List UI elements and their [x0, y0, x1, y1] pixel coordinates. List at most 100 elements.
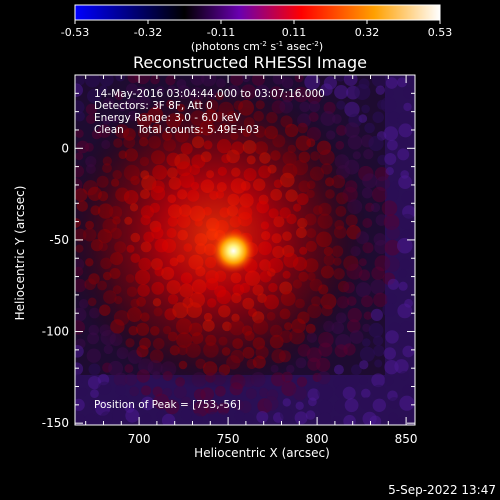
texture-blob	[397, 112, 412, 127]
texture-blob	[180, 408, 193, 421]
texture-blob	[382, 303, 397, 317]
texture-blob	[345, 374, 360, 389]
texture-blob	[75, 83, 83, 97]
texture-blob	[359, 360, 369, 370]
texture-blob	[373, 292, 388, 308]
texture-blob	[402, 345, 415, 358]
texture-blob	[75, 362, 84, 376]
texture-blob	[359, 376, 368, 385]
texture-blob	[88, 363, 101, 376]
texture-blob	[215, 412, 231, 425]
texture-blob	[281, 381, 297, 397]
texture-blob	[347, 307, 362, 323]
texture-blob	[374, 359, 383, 368]
texture-blob	[75, 129, 84, 138]
texture-blob	[368, 322, 384, 338]
texture-blob	[307, 89, 322, 105]
texture-blob	[352, 151, 361, 160]
texture-blob	[399, 321, 414, 335]
texture-blob	[86, 348, 102, 363]
x-tick-label: 800	[306, 432, 329, 446]
texture-blob	[75, 100, 85, 115]
texture-blob	[396, 77, 408, 88]
texture-blob	[129, 386, 140, 397]
texture-blob	[369, 415, 382, 425]
texture-blob	[380, 96, 397, 113]
x-axis-ticks: 700 750 800 850	[85, 75, 418, 446]
texture-blob	[354, 84, 371, 100]
texture-blob	[372, 335, 384, 346]
texture-blob	[263, 396, 279, 411]
texture-blob	[385, 293, 397, 305]
texture-blob	[282, 398, 291, 407]
chart-title: Reconstructed RHESSI Image	[133, 53, 367, 72]
texture-blob	[164, 399, 180, 415]
texture-blob	[320, 83, 333, 96]
y-tick-label: 0	[61, 141, 69, 155]
texture-blob	[75, 345, 84, 358]
texture-blob	[394, 359, 409, 374]
texture-blob	[100, 411, 113, 425]
texture-blob	[403, 87, 415, 99]
texture-blob	[335, 75, 346, 82]
colorbar: -0.53 -0.32 -0.11 0.11 0.32 0.53 (photons cm-…	[61, 4, 452, 53]
texture-blob	[251, 75, 265, 86]
texture-blob	[343, 75, 358, 86]
texture-blob	[90, 389, 99, 398]
texture-blob	[165, 75, 176, 86]
texture-blob	[372, 398, 386, 412]
annotation-clean: Clean Total counts: 5.49E+03	[94, 124, 259, 136]
texture-blob	[320, 111, 336, 126]
texture-blob	[191, 413, 203, 425]
texture-blob	[336, 124, 347, 136]
texture-blob	[387, 278, 399, 290]
texture-blob	[245, 388, 257, 400]
texture-blob	[398, 269, 408, 278]
texture-blob	[371, 266, 385, 281]
texture-blob	[402, 384, 413, 396]
texture-blob	[180, 396, 192, 408]
texture-blob	[305, 410, 316, 420]
texture-blob	[294, 411, 308, 425]
x-tick-label: 850	[395, 432, 418, 446]
texture-blob	[397, 237, 413, 254]
texture-blob	[344, 398, 359, 413]
texture-blob	[85, 103, 97, 115]
annotation-energy: Energy Range: 3.0 - 6.0 keV	[94, 112, 242, 124]
texture-blob	[362, 173, 378, 189]
texture-blob	[193, 400, 209, 417]
texture-blob	[368, 135, 384, 152]
texture-blob	[383, 347, 396, 360]
texture-blob	[87, 88, 102, 104]
texture-blob	[399, 213, 415, 230]
texture-blob	[399, 370, 409, 381]
texture-blob	[217, 402, 230, 415]
texture-blob	[362, 323, 371, 333]
texture-blob	[75, 374, 84, 385]
texture-blob	[385, 167, 394, 176]
texture-blob	[99, 75, 114, 87]
texture-blob	[403, 102, 412, 112]
texture-blob	[319, 412, 331, 425]
texture-blob	[347, 319, 361, 333]
texture-blob	[113, 372, 128, 387]
texture-blob	[363, 149, 374, 160]
texture-blob	[295, 401, 304, 410]
colorbar-unit-label: (photons cm-2 s-1 asec-2)	[191, 40, 323, 53]
texture-blob	[136, 86, 147, 98]
texture-blob	[79, 387, 88, 397]
texture-blob	[125, 408, 140, 423]
texture-blob	[161, 413, 176, 425]
texture-blob	[281, 371, 293, 383]
texture-blob	[124, 364, 134, 373]
texture-blob	[383, 126, 399, 141]
texture-blob	[381, 200, 398, 216]
texture-blob	[332, 415, 342, 425]
texture-blob	[358, 114, 368, 123]
plot-frame	[74, 74, 416, 426]
texture-blob	[200, 387, 214, 402]
texture-blob	[388, 412, 398, 422]
texture-blob	[150, 75, 160, 85]
texture-blob	[97, 381, 112, 395]
texture-blob	[292, 386, 307, 401]
